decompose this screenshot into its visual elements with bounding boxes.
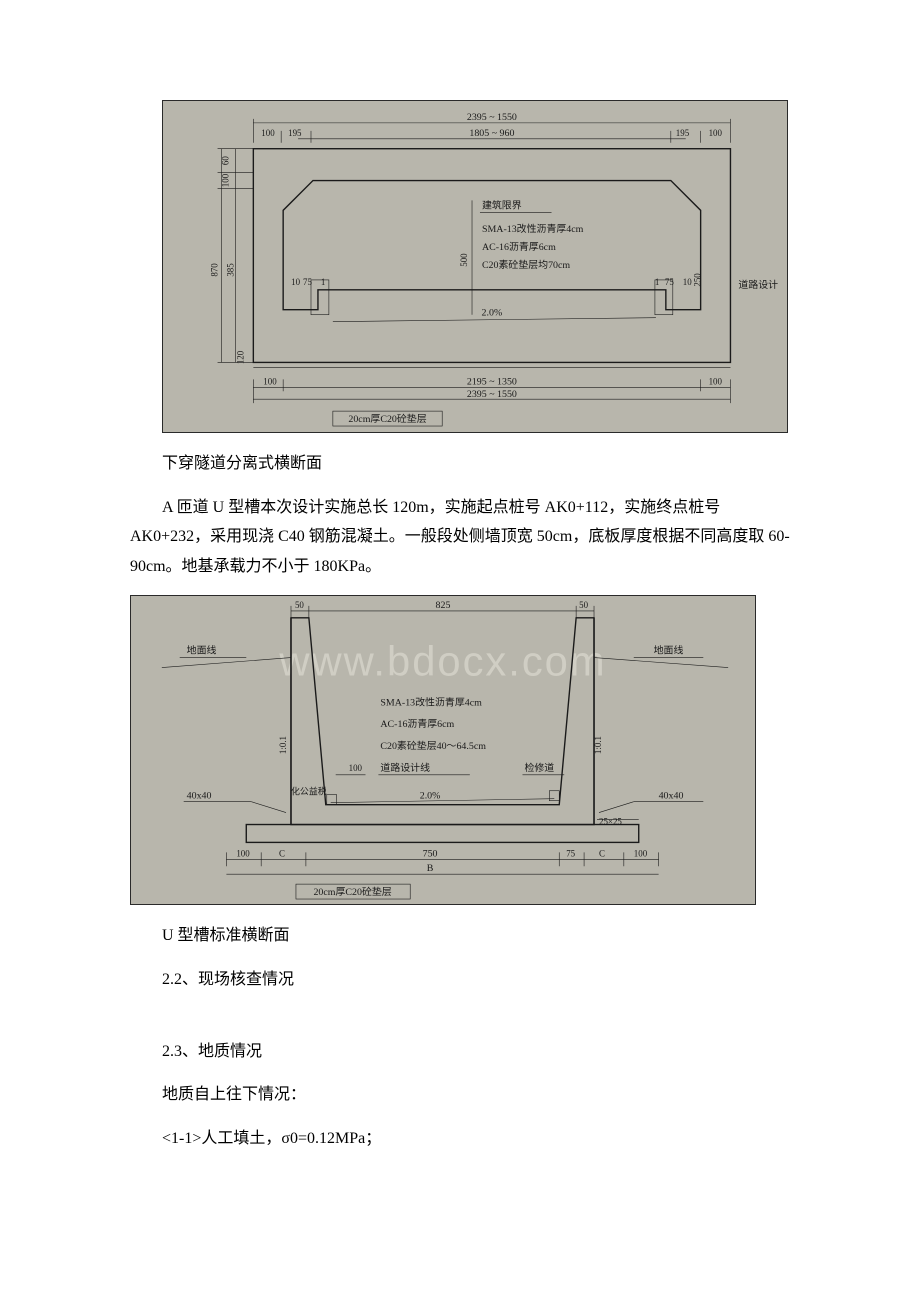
dim-tr-100: 100 bbox=[709, 128, 723, 138]
d-b-100r: 100 bbox=[709, 376, 723, 386]
heading-2-2: 2.2、现场核查情况 bbox=[130, 965, 790, 995]
para-geo-1: <1-1>人工填土，σ0=0.12MPa； bbox=[130, 1124, 790, 1154]
d-l-10: 10 bbox=[291, 277, 300, 287]
watermark: www.bdocx.com bbox=[278, 638, 606, 685]
caption-diagram-1: 下穿隧道分离式横断面 bbox=[130, 449, 790, 479]
slope-2: 2.0% bbox=[420, 791, 441, 802]
d2-B: B bbox=[427, 864, 434, 875]
label-ac-1: AC-16沥青厚6cm bbox=[482, 240, 556, 253]
d-l-75: 75 bbox=[303, 277, 312, 287]
paragraph-u-channel: A 匝道 U 型槽本次设计实施总长 120m，实施起点桩号 AK0+112，实施… bbox=[130, 493, 790, 582]
dim-500: 500 bbox=[459, 253, 469, 267]
label-40x40-l: 40x40 bbox=[187, 791, 212, 802]
dim-tl-195: 195 bbox=[288, 128, 302, 138]
d2-t-50l: 50 bbox=[295, 600, 304, 610]
para-geo-intro: 地质自上往下情况： bbox=[130, 1080, 790, 1110]
label-c20-1: C20素砼垫层均70cm bbox=[482, 258, 570, 271]
slope-r: 1:0.1 bbox=[593, 736, 603, 754]
label-sma-1: SMA-13改性沥青厚4cm bbox=[482, 222, 584, 235]
caption-diagram-2: U 型槽标准横断面 bbox=[130, 921, 790, 951]
label-cushion-1: 20cm厚C20砼垫层 bbox=[348, 412, 426, 425]
label-jianxiu: 检修道 bbox=[524, 761, 554, 774]
d2-t-825: 825 bbox=[436, 600, 451, 611]
label-jianzhu: 建筑限界 bbox=[482, 198, 522, 211]
slope-l: 1:0.1 bbox=[278, 736, 288, 754]
d-r-1: 1 bbox=[655, 277, 659, 287]
label-ground-l: 地面线 bbox=[187, 644, 217, 657]
d2-b-100l: 100 bbox=[236, 849, 250, 859]
d-b-2395: 2395 ~ 1550 bbox=[467, 389, 517, 400]
label-road-2: 道路设计线 bbox=[380, 761, 430, 774]
d2-b-Cr: C bbox=[599, 849, 605, 859]
dim-tl-100: 100 bbox=[261, 128, 275, 138]
d-r-75: 75 bbox=[665, 277, 674, 287]
d-b-2195: 2195 ~ 1350 bbox=[467, 376, 517, 387]
dim-top-2: 1805 ~ 960 bbox=[469, 128, 514, 139]
label-40x40-r: 40x40 bbox=[659, 791, 684, 802]
d2-b-100r: 100 bbox=[634, 849, 648, 859]
dim-l-385: 385 bbox=[225, 263, 235, 277]
dim-l-60: 100 bbox=[220, 173, 230, 187]
page-content: 2395 ~ 1550 1805 ~ 960 100 195 195 100 bbox=[0, 0, 920, 1227]
d-l-1: 1 bbox=[321, 277, 325, 287]
label-25x25: 25×25 bbox=[599, 817, 622, 827]
spacer bbox=[130, 1009, 790, 1037]
label-cushion-2: 20cm厚C20砼垫层 bbox=[313, 885, 391, 898]
dim-top-1: 2395 ~ 1550 bbox=[467, 112, 517, 123]
diagram-u-channel-section: www.bdocx.com 50 825 50 地面线 地面线 1:0.1 bbox=[130, 595, 756, 905]
d2-b-75: 75 bbox=[566, 849, 575, 859]
diagram-tunnel-section: 2395 ~ 1550 1805 ~ 960 100 195 195 100 bbox=[162, 100, 788, 433]
dim-l-870: 870 bbox=[210, 263, 220, 277]
d2-b-750: 750 bbox=[423, 849, 438, 860]
d2-b-Cl: C bbox=[279, 849, 285, 859]
label-huapo: 化公益税 bbox=[291, 786, 327, 797]
heading-2-3: 2.3、地质情况 bbox=[130, 1037, 790, 1067]
d-b-100l: 100 bbox=[263, 376, 277, 386]
slope-1: 2.0% bbox=[482, 308, 503, 319]
label-c20-2: C20素砼垫层40～64.5cm bbox=[380, 739, 486, 752]
d-r-250: 250 bbox=[693, 273, 703, 287]
label-sma-2: SMA-13改性沥青厚4cm bbox=[380, 696, 482, 709]
d2-100: 100 bbox=[349, 763, 363, 773]
d2-t-50r: 50 bbox=[579, 600, 588, 610]
label-road-design-1: 道路设计 bbox=[738, 278, 778, 291]
d-b-120: 120 bbox=[235, 350, 245, 364]
label-ground-r: 地面线 bbox=[654, 644, 684, 657]
dim-tr-195: 195 bbox=[676, 128, 690, 138]
dim-l-100: 60 bbox=[220, 156, 230, 165]
label-ac-2: AC-16沥青厚6cm bbox=[380, 718, 454, 731]
d-r-10: 10 bbox=[683, 277, 692, 287]
